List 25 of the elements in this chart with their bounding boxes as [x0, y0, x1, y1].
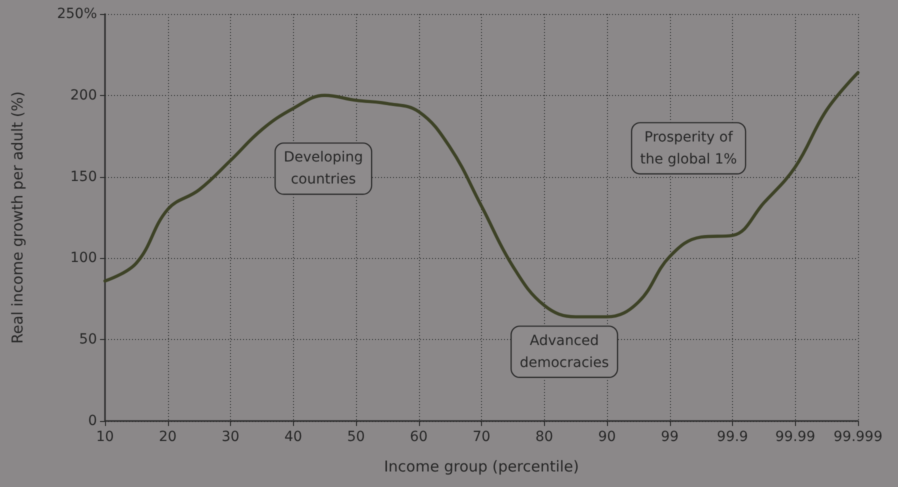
x-tick-label: 90 — [598, 429, 616, 445]
y-tick-label: 100 — [70, 250, 97, 266]
x-tick-label: 99.9 — [716, 429, 748, 445]
x-tick-label: 99 — [660, 429, 679, 445]
x-tick-label: 70 — [472, 429, 490, 445]
y-tick-label: 50 — [79, 332, 97, 348]
y-tick-label: 200 — [70, 87, 97, 104]
y-axis-title: Real income growth per adult (%) — [8, 91, 26, 344]
x-tick-label: 20 — [158, 429, 177, 445]
x-tick-label: 99.99 — [775, 429, 816, 445]
x-tick-label: 40 — [284, 429, 302, 445]
line-series — [103, 71, 860, 318]
x-tick-label: 99.999 — [834, 429, 882, 445]
x-axis-title: Income group (percentile) — [384, 458, 580, 476]
x-tick-label: 60 — [410, 429, 428, 445]
y-tick-label: 0 — [88, 413, 97, 429]
y-tick-label: 250% — [56, 6, 97, 22]
x-tick-label: 80 — [535, 429, 554, 445]
x-tick-label: 50 — [347, 429, 365, 445]
annotation: Developing countries — [284, 150, 364, 188]
x-tick-label: 10 — [96, 429, 114, 445]
annotation: Advanced democracies — [520, 332, 609, 371]
y-tick-label: 150 — [70, 168, 97, 185]
annotation: Prosperity of the global 1% — [640, 129, 737, 168]
x-tick-label: 30 — [222, 429, 240, 445]
